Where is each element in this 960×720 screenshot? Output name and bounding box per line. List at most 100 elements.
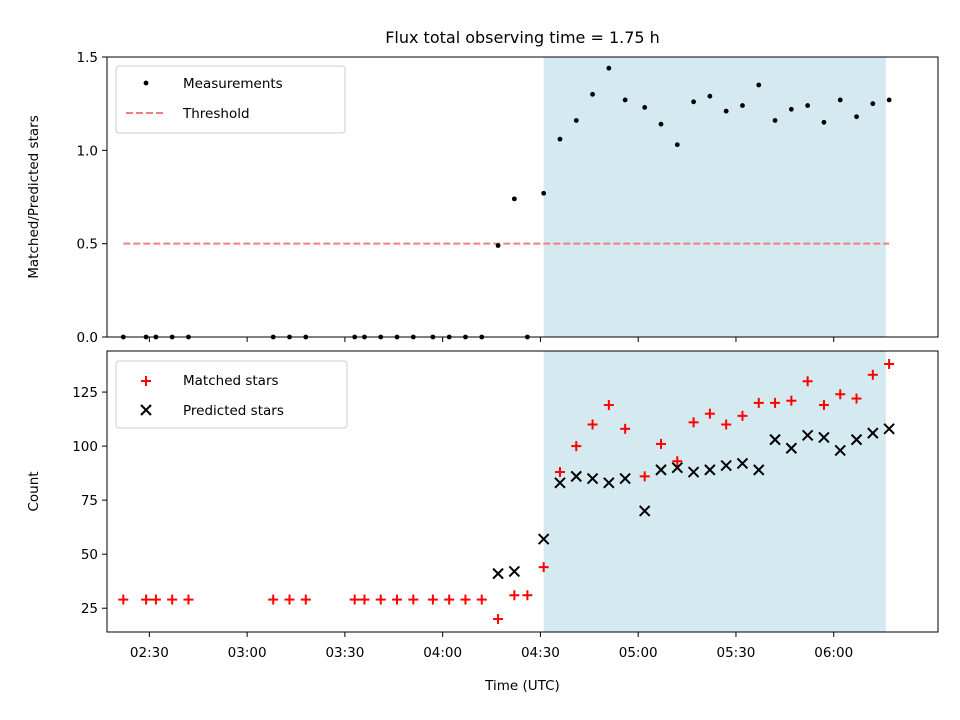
matched-stars-point bbox=[509, 590, 520, 601]
measurement-point bbox=[573, 118, 579, 123]
matched-stars-point bbox=[150, 594, 161, 605]
measurement-point bbox=[674, 142, 680, 148]
x-axis-label: Time (UTC) bbox=[484, 678, 560, 694]
matched-stars-point bbox=[349, 594, 360, 605]
measurement-point bbox=[805, 103, 811, 108]
observing-window-shade bbox=[543, 57, 886, 337]
measurement-point bbox=[495, 243, 501, 248]
predicted-stars-point bbox=[867, 427, 879, 439]
predicted-stars-point bbox=[554, 477, 566, 489]
matched-stars-point bbox=[639, 471, 650, 482]
y-tick-label: 0.0 bbox=[77, 330, 98, 346]
legend-label-measurements: Measurements bbox=[183, 76, 283, 92]
matched-stars-point bbox=[770, 397, 781, 408]
chart-title: Flux total observing time = 1.75 h bbox=[385, 28, 660, 47]
x-tick-label: 02:30 bbox=[130, 645, 169, 661]
matched-stars-point bbox=[268, 594, 279, 605]
y-tick-label: 50 bbox=[81, 547, 98, 563]
matched-stars-point bbox=[603, 400, 614, 411]
x-tick-label: 06:00 bbox=[814, 645, 853, 661]
predicted-stars-point bbox=[801, 429, 814, 442]
measurement-point bbox=[740, 103, 745, 108]
predicted-stars-point bbox=[603, 477, 615, 489]
predicted-stars-point bbox=[508, 565, 521, 578]
matched-stars-point bbox=[851, 393, 862, 404]
y-tick-label: 1.5 bbox=[77, 50, 98, 66]
matched-stars-point bbox=[884, 358, 895, 369]
y-tick-label: 0.5 bbox=[77, 237, 98, 253]
predicted-stars-point bbox=[570, 470, 582, 483]
matched-stars-point bbox=[167, 594, 178, 605]
predicted-stars-point bbox=[769, 433, 781, 446]
predicted-stars-point bbox=[785, 442, 798, 454]
observing-window-shade bbox=[543, 351, 886, 632]
y-tick-label: 25 bbox=[81, 601, 98, 617]
measurement-point bbox=[756, 82, 762, 88]
matched-stars-point bbox=[460, 594, 471, 605]
predicted-stars-point bbox=[671, 462, 684, 474]
measurement-point bbox=[723, 108, 729, 114]
y-axis-label-top: Matched/Predicted stars bbox=[26, 115, 42, 278]
measurement-point bbox=[886, 97, 892, 103]
matched-stars-point bbox=[620, 423, 631, 434]
matched-stars-point bbox=[786, 395, 797, 406]
predicted-stars-point bbox=[537, 533, 550, 545]
measurement-point bbox=[707, 93, 713, 99]
measurement-point bbox=[870, 101, 876, 107]
predicted-stars-point bbox=[736, 457, 749, 470]
y-axis-label-bottom: Count bbox=[26, 471, 42, 511]
matched-stars-point bbox=[284, 594, 295, 605]
y-tick-label: 75 bbox=[81, 493, 98, 509]
measurement-point bbox=[821, 119, 827, 125]
predicted-stars-point bbox=[704, 464, 716, 476]
matched-stars-point bbox=[835, 389, 846, 400]
matched-stars-point bbox=[753, 397, 764, 408]
x-tick-label: 05:30 bbox=[716, 645, 755, 661]
matched-stars-point bbox=[300, 594, 311, 605]
measurement-point bbox=[642, 105, 648, 110]
matched-stars-point bbox=[408, 594, 419, 605]
y-tick-label: 1.0 bbox=[77, 143, 98, 159]
matched-stars-point bbox=[587, 419, 598, 430]
legend-top: Measurements Threshold bbox=[115, 65, 346, 134]
matched-stars-point bbox=[721, 419, 732, 430]
measurement-point bbox=[557, 136, 563, 142]
matched-stars-point bbox=[444, 594, 455, 605]
predicted-stars-point bbox=[492, 567, 504, 580]
matched-stars-point bbox=[141, 594, 152, 605]
legend-label-predicted: Predicted stars bbox=[183, 403, 284, 419]
predicted-stars-point bbox=[619, 472, 631, 485]
measurement-point bbox=[772, 118, 778, 123]
measurement-point bbox=[658, 121, 664, 127]
matched-stars-point bbox=[688, 417, 699, 428]
x-tick-label: 03:30 bbox=[325, 645, 364, 661]
measurement-point bbox=[691, 99, 696, 105]
predicted-stars-point bbox=[586, 472, 599, 485]
matched-stars-point bbox=[375, 594, 386, 605]
matched-stars-point bbox=[571, 441, 582, 452]
matched-stars-point bbox=[802, 376, 813, 387]
legend-marker-matched bbox=[141, 376, 151, 386]
predicted-stars-point bbox=[720, 459, 732, 472]
matched-stars-point bbox=[427, 594, 438, 605]
matched-stars-point bbox=[183, 594, 194, 605]
x-tick-label: 05:00 bbox=[619, 645, 658, 661]
y-tick-label: 100 bbox=[72, 439, 98, 455]
measurement-point bbox=[788, 106, 794, 112]
y-tick-label: 125 bbox=[72, 385, 98, 401]
predicted-stars-point bbox=[687, 466, 700, 478]
measurement-point bbox=[590, 91, 595, 97]
predicted-stars-point bbox=[655, 464, 667, 476]
matched-stars-point bbox=[672, 456, 683, 467]
predicted-stars-point bbox=[850, 433, 863, 446]
measurement-point bbox=[606, 65, 612, 71]
measurement-point bbox=[622, 97, 628, 103]
measurement-point bbox=[511, 196, 517, 202]
measurement-point bbox=[541, 190, 547, 196]
matched-stars-point bbox=[818, 400, 829, 411]
predicted-stars-point bbox=[818, 431, 830, 444]
predicted-stars-point bbox=[834, 444, 846, 457]
matched-stars-point bbox=[704, 408, 715, 419]
x-tick-label: 04:30 bbox=[521, 645, 560, 661]
